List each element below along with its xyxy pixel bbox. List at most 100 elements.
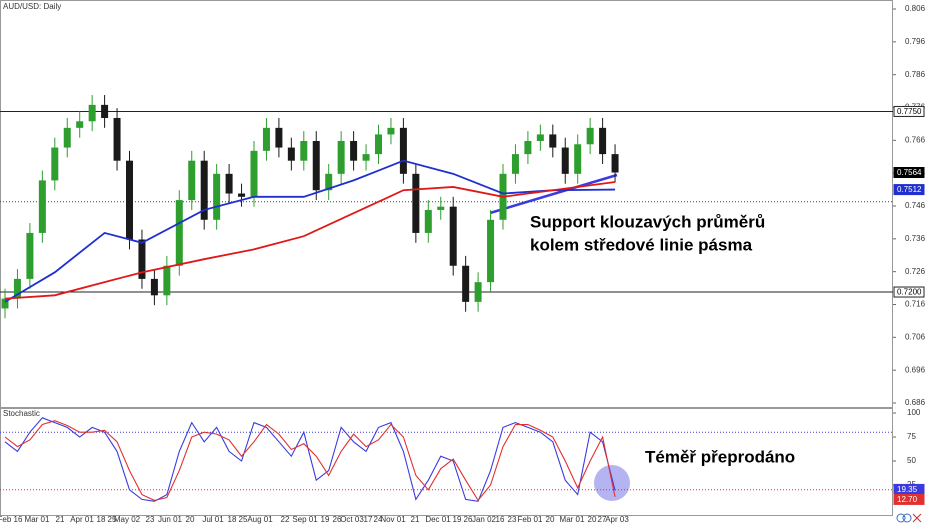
x-tick-label: 21	[411, 515, 420, 524]
candle-body	[549, 134, 557, 148]
candle-body	[449, 206, 457, 266]
x-tick-label: Aug 01	[247, 515, 273, 524]
stochastic-line	[4, 420, 616, 502]
stochastic-line	[4, 417, 616, 502]
x-tick-label: Sep 01	[292, 515, 318, 524]
y-tick-label: 0.7962	[905, 37, 925, 46]
x-tick-label: 16	[496, 515, 505, 524]
x-tick-label: Apr 03	[605, 515, 629, 524]
price-tag-label: 0.7512	[897, 185, 922, 194]
candle-body	[213, 173, 221, 220]
trend-line	[489, 173, 618, 215]
candle-body	[175, 200, 183, 266]
candle-body	[188, 160, 196, 201]
candle-body	[474, 282, 482, 302]
x-tick-label: 18	[97, 515, 106, 524]
chart-title: AUD/USD: Daily	[3, 2, 61, 11]
icon[interactable]	[902, 513, 912, 523]
candle-body	[536, 134, 544, 141]
x-tick-label: 17	[364, 515, 373, 524]
candle-body	[150, 278, 158, 296]
y-tick-label: 0.6962	[905, 365, 925, 374]
candle-body	[126, 160, 133, 240]
stochastic-panel	[0, 408, 893, 516]
x-tick-label: 26	[464, 515, 473, 524]
candle-body	[238, 193, 246, 197]
candle-body	[51, 147, 59, 181]
x-tick-label: Mar 01	[560, 515, 585, 524]
y-tick-label: 0.6862	[905, 398, 925, 407]
annotation: Téměř přeprodáno	[645, 447, 795, 466]
price-tag	[893, 493, 925, 505]
candle-body	[399, 127, 407, 174]
price-tag	[893, 167, 925, 179]
price-panel	[0, 0, 893, 408]
candle-body	[375, 134, 382, 155]
candle-body	[287, 147, 295, 161]
y-tick-label: 75	[907, 432, 916, 441]
candle-body	[101, 104, 109, 119]
y-tick-label: 50	[907, 456, 916, 465]
annotation: kolem středové linie pásma	[530, 235, 753, 254]
candle-body	[487, 219, 495, 283]
price-tag-label: 0.7750	[897, 107, 922, 116]
candle-body	[387, 127, 395, 135]
y-tick-label: 0.8062	[905, 4, 925, 13]
candle-body	[337, 140, 345, 174]
candle-body	[163, 265, 171, 296]
toolbar-icons[interactable]	[896, 513, 922, 523]
candle-body	[325, 173, 333, 191]
candle-body	[424, 209, 432, 233]
price-tag-label: 12.70	[897, 495, 918, 504]
moving-average	[4, 181, 616, 300]
x-tick-label: Apr 01	[70, 515, 94, 524]
y-tick-label: 0.7262	[905, 267, 925, 276]
x-tick-label: 20	[588, 515, 597, 524]
y-tick-label: 0.7362	[905, 234, 925, 243]
candle-body	[462, 265, 470, 302]
x-tick-label: 23	[508, 515, 517, 524]
candle-body	[300, 140, 308, 161]
icon[interactable]	[912, 513, 922, 523]
candle-body	[225, 173, 233, 194]
candle-body	[262, 127, 270, 151]
y-tick-label: 0.7162	[905, 300, 925, 309]
x-tick-label: Jul 01	[202, 515, 224, 524]
candle-body	[1, 298, 9, 309]
candle-body	[13, 278, 21, 299]
price-tag	[893, 184, 925, 196]
x-tick-label: 27	[598, 515, 607, 524]
icon[interactable]	[896, 513, 906, 523]
stochastic-title: Stochastic	[3, 409, 40, 418]
y-tick-label: 0.7662	[905, 135, 925, 144]
x-tick-label: 20	[546, 515, 555, 524]
x-tick-label: 23	[146, 515, 155, 524]
candle-body	[26, 232, 34, 279]
x-tick-label: 25	[239, 515, 248, 524]
candle-body	[200, 160, 208, 220]
candle-body	[599, 127, 607, 155]
y-tick-label: 0.7062	[905, 332, 925, 341]
x-tick-label: 25	[108, 515, 117, 524]
moving-average	[4, 159, 616, 303]
x-tick-label: Feb 01	[518, 515, 543, 524]
candle-body	[63, 127, 71, 148]
candle-body	[76, 121, 84, 128]
x-tick-label: 24	[374, 515, 383, 524]
candle-body	[88, 104, 96, 122]
candle-body	[611, 154, 619, 173]
candle-body	[350, 140, 358, 161]
x-tick-label: 22	[281, 515, 290, 524]
x-tick-label: 19	[321, 515, 330, 524]
candle-body	[586, 127, 594, 145]
candle-body	[574, 144, 582, 174]
candle-body	[250, 150, 258, 197]
candle-body	[561, 147, 569, 174]
candle-body	[275, 127, 283, 148]
y-tick-label: 0.7862	[905, 70, 925, 79]
price-tag-label: 19.35	[897, 485, 918, 494]
x-tick-label: 26	[333, 515, 342, 524]
price-tag	[893, 286, 925, 298]
candle-body	[38, 180, 46, 233]
